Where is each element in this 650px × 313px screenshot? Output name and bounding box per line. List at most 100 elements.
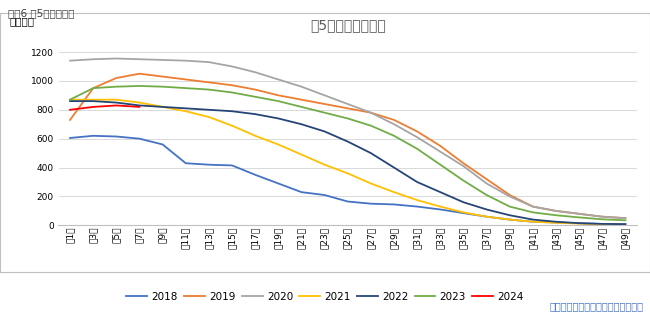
2018 bbox=[621, 222, 629, 226]
2019 bbox=[460, 162, 467, 165]
2018 bbox=[390, 203, 398, 206]
2018 bbox=[367, 202, 375, 206]
2020 bbox=[298, 85, 305, 89]
2021 bbox=[66, 98, 74, 101]
2022 bbox=[344, 140, 352, 143]
2024 bbox=[112, 104, 120, 107]
2019 bbox=[182, 78, 190, 81]
2018 bbox=[460, 211, 467, 215]
2022 bbox=[529, 218, 537, 222]
2021 bbox=[390, 190, 398, 194]
Line: 2018: 2018 bbox=[70, 136, 625, 224]
2018 bbox=[182, 162, 190, 165]
2021 bbox=[89, 98, 97, 101]
2023 bbox=[205, 88, 213, 91]
Title: 近5年苹果去库情况: 近5年苹果去库情况 bbox=[310, 18, 385, 32]
2023 bbox=[506, 205, 514, 208]
2022 bbox=[390, 166, 398, 169]
2023 bbox=[228, 90, 236, 94]
2022 bbox=[506, 213, 514, 217]
2020 bbox=[367, 111, 375, 115]
2019 bbox=[436, 144, 444, 148]
2023 bbox=[274, 99, 282, 103]
Line: 2023: 2023 bbox=[70, 86, 625, 220]
2021 bbox=[228, 124, 236, 128]
2021 bbox=[320, 163, 328, 167]
2020 bbox=[483, 182, 491, 185]
2022 bbox=[252, 112, 259, 116]
2023 bbox=[66, 98, 74, 101]
2018 bbox=[483, 215, 491, 218]
2019 bbox=[599, 215, 606, 218]
2020 bbox=[274, 78, 282, 81]
2018 bbox=[89, 134, 97, 138]
2022 bbox=[182, 106, 190, 110]
2018 bbox=[66, 136, 74, 140]
2021 bbox=[506, 218, 514, 222]
Text: （万吨）: （万吨） bbox=[9, 16, 34, 26]
2023 bbox=[529, 210, 537, 214]
2022 bbox=[413, 180, 421, 184]
2019 bbox=[274, 94, 282, 97]
2020 bbox=[460, 164, 467, 168]
2018 bbox=[136, 137, 144, 141]
2020 bbox=[575, 212, 583, 216]
2018 bbox=[413, 205, 421, 208]
2023 bbox=[182, 86, 190, 90]
Line: 2021: 2021 bbox=[70, 100, 625, 225]
2024 bbox=[136, 105, 144, 109]
Legend: 2018, 2019, 2020, 2021, 2022, 2023, 2024: 2018, 2019, 2020, 2021, 2022, 2023, 2024 bbox=[122, 288, 528, 306]
2022 bbox=[552, 220, 560, 223]
2021 bbox=[552, 221, 560, 225]
2021 bbox=[436, 205, 444, 208]
2022 bbox=[205, 108, 213, 112]
2020 bbox=[413, 135, 421, 139]
2022 bbox=[66, 99, 74, 103]
2018 bbox=[575, 221, 583, 225]
2023 bbox=[413, 147, 421, 151]
2018 bbox=[506, 218, 514, 222]
2020 bbox=[390, 122, 398, 126]
Text: 图表6 近5年去库情况: 图表6 近5年去库情况 bbox=[8, 8, 74, 18]
2021 bbox=[413, 198, 421, 202]
2019 bbox=[252, 88, 259, 91]
2020 bbox=[205, 60, 213, 64]
2021 bbox=[460, 210, 467, 214]
2021 bbox=[112, 98, 120, 101]
2019 bbox=[205, 80, 213, 84]
2023 bbox=[367, 124, 375, 128]
2020 bbox=[112, 57, 120, 60]
2019 bbox=[483, 177, 491, 181]
2023 bbox=[159, 85, 166, 89]
2023 bbox=[136, 84, 144, 88]
2020 bbox=[529, 205, 537, 208]
2018 bbox=[252, 173, 259, 177]
2018 bbox=[320, 193, 328, 197]
2018 bbox=[228, 163, 236, 167]
2023 bbox=[575, 216, 583, 219]
2019 bbox=[136, 72, 144, 75]
2019 bbox=[390, 118, 398, 122]
2022 bbox=[599, 222, 606, 226]
2023 bbox=[89, 86, 97, 90]
2022 bbox=[320, 130, 328, 133]
2021 bbox=[483, 215, 491, 218]
2020 bbox=[436, 150, 444, 154]
2020 bbox=[159, 58, 166, 62]
2021 bbox=[599, 222, 606, 226]
2023 bbox=[320, 111, 328, 115]
2023 bbox=[252, 95, 259, 99]
2024 bbox=[89, 105, 97, 109]
2024 bbox=[66, 108, 74, 112]
2020 bbox=[252, 70, 259, 74]
2018 bbox=[159, 143, 166, 146]
2021 bbox=[298, 153, 305, 156]
2018 bbox=[205, 163, 213, 167]
2020 bbox=[320, 94, 328, 97]
Line: 2019: 2019 bbox=[70, 74, 625, 218]
2021 bbox=[159, 105, 166, 109]
2023 bbox=[390, 134, 398, 138]
2022 bbox=[483, 208, 491, 211]
2019 bbox=[159, 75, 166, 79]
2019 bbox=[552, 209, 560, 213]
